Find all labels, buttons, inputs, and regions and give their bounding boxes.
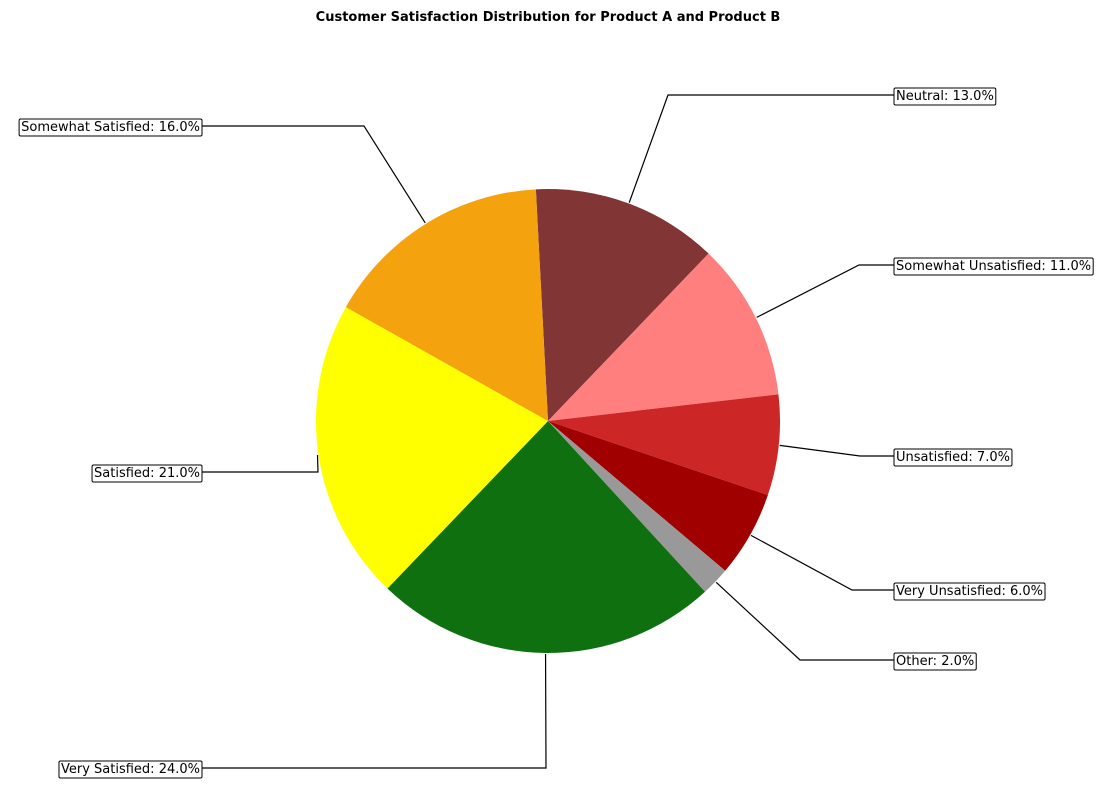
slice-label: Somewhat Unsatisfied: 11.0% [893,257,1094,276]
slice-labels: Neutral: 13.0% Somewhat Unsatisfied: 11.0… [18,87,1094,779]
slice-label-text: Somewhat Satisfied: 16.0% [21,120,200,135]
slice-label-box [893,257,1094,276]
slice-label-text: Very Unsatisfied: 6.0% [896,584,1043,599]
slice-label-box [91,464,203,483]
leader-line [202,653,547,769]
pie-slice-very-unsatisfied [548,421,768,571]
slice-label-text: Satisfied: 21.0% [94,466,200,481]
slice-label-box [893,582,1046,601]
slice-label: Satisfied: 21.0% [91,464,203,483]
leader-lines [202,94,894,769]
slice-label-text: Neutral: 13.0% [896,89,994,104]
chart-title: Customer Satisfaction Distribution for P… [316,10,781,25]
leader-line [202,455,319,473]
pie-slice-neutral [535,188,709,421]
pie-slice-very-satisfied [387,421,706,654]
slice-label: Very Satisfied: 24.0% [58,760,203,779]
slice-label: Other: 2.0% [893,652,977,671]
slice-label-text: Very Satisfied: 24.0% [61,762,200,777]
pie-slice-somewhat-unsatisfied [548,253,779,421]
pie-slice-unsatisfied [548,394,780,495]
slice-label-text: Other: 2.0% [896,654,974,669]
leader-line [628,94,894,203]
slice-label-box [58,760,203,779]
slice-label: Unsatisfied: 7.0% [893,448,1013,467]
leader-line [750,534,894,591]
leader-line [202,125,426,224]
slice-label: Very Unsatisfied: 6.0% [893,582,1046,601]
leader-line [779,444,894,457]
slice-label-box [893,87,997,106]
pie-slice-satisfied [315,307,548,589]
slice-label: Somewhat Satisfied: 16.0% [18,118,203,137]
slice-label-box [893,448,1013,467]
slice-label-box [18,118,203,137]
pie-slice-somewhat-satisfied [345,189,548,421]
slice-label-text: Unsatisfied: 7.0% [896,450,1010,465]
leader-line [756,264,894,318]
leader-line [715,581,894,661]
slice-label: Neutral: 13.0% [893,87,997,106]
slice-label-text: Somewhat Unsatisfied: 11.0% [896,259,1091,274]
slice-label-box [893,652,977,671]
pie-slices [315,188,780,654]
pie-slice-other [548,421,726,592]
